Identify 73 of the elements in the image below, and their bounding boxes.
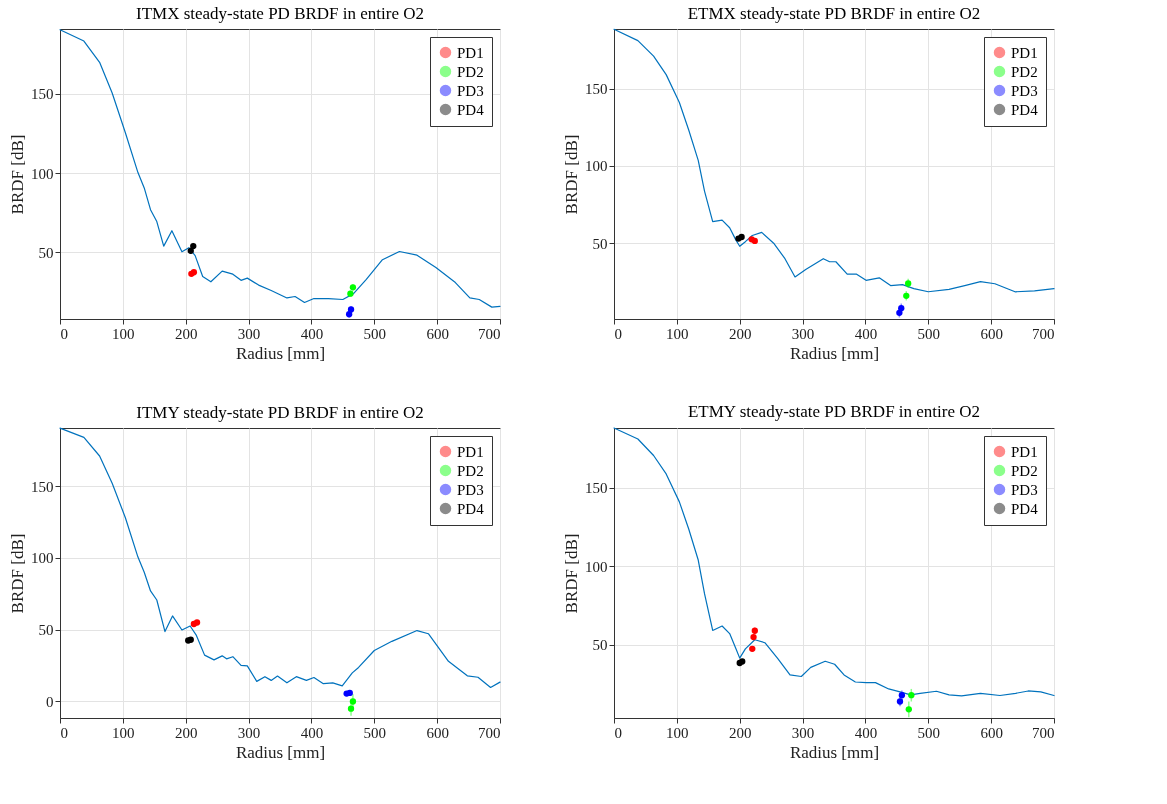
x-tick-label: 700 (478, 325, 501, 342)
legend-label: PD2 (457, 63, 484, 80)
y-tick-label: 100 (31, 550, 54, 567)
x-tick-label: 200 (728, 724, 752, 741)
x-tick-label: 100 (112, 325, 135, 342)
y-tick-label: 150 (585, 81, 608, 98)
legend-label: PD3 (1011, 82, 1038, 99)
x-tick-label: 300 (791, 724, 815, 741)
x-tick-label: 200 (174, 724, 198, 741)
x-axis-title: Radius [mm] (789, 742, 880, 762)
y-tick-label: 50 (592, 235, 608, 252)
x-tick-label: 700 (1032, 724, 1055, 741)
x-tick-label: 400 (854, 724, 878, 741)
legend-label: PD3 (457, 82, 484, 99)
x-tick-label: 100 (112, 724, 135, 741)
y-tick-label: 50 (38, 622, 54, 639)
legend-label: PD1 (457, 443, 484, 460)
y-axis-title: BRDF [dB] (8, 134, 27, 215)
chart-title: ITMX steady-state PD BRDF in entire O2 (135, 4, 425, 23)
x-tick-label: 400 (300, 325, 324, 342)
x-tick-label: 400 (854, 325, 878, 342)
x-axis-title: Radius [mm] (235, 742, 326, 762)
legend-label: PD1 (457, 44, 484, 61)
x-tick-label: 500 (917, 724, 941, 741)
y-tick-label: 50 (38, 244, 54, 261)
x-tick-label: 0 (60, 724, 68, 741)
legend-label: PD2 (1011, 63, 1038, 80)
y-tick-label: 150 (31, 478, 54, 495)
legend-label: PD4 (1011, 500, 1039, 517)
x-tick-label: 0 (614, 724, 622, 741)
x-tick-label: 0 (614, 325, 622, 342)
x-axis-title: Radius [mm] (235, 343, 326, 363)
x-tick-label: 700 (478, 724, 501, 741)
x-tick-label: 200 (728, 325, 752, 342)
legend-label: PD1 (1011, 443, 1038, 460)
chart-title: ETMX steady-state PD BRDF in entire O2 (687, 3, 981, 23)
y-tick-label: 0 (46, 693, 54, 710)
chart-title: ITMY steady-state PD BRDF in entire O2 (136, 402, 424, 422)
x-tick-label: 600 (980, 325, 1003, 342)
y-tick-label: 100 (585, 558, 608, 575)
y-tick-label: 50 (592, 637, 608, 654)
x-tick-label: 500 (917, 325, 941, 342)
y-tick-label: 150 (31, 86, 54, 103)
legend-label: PD4 (457, 500, 485, 517)
y-axis-title: BRDF [dB] (562, 533, 581, 614)
legend-label: PD2 (1011, 462, 1038, 479)
x-tick-label: 300 (237, 325, 261, 342)
y-tick-label: 100 (31, 165, 54, 182)
chart-title: ETMY steady-state PD BRDF in entire O2 (687, 402, 981, 422)
x-axis-title: Radius [mm] (789, 343, 880, 363)
x-tick-label: 600 (980, 724, 1003, 741)
x-tick-label: 700 (1032, 325, 1055, 342)
x-tick-label: 300 (791, 325, 815, 342)
y-axis-title: BRDF [dB] (562, 134, 581, 215)
legend-label: PD4 (1011, 101, 1039, 118)
x-tick-label: 300 (237, 724, 261, 741)
x-tick-label: 600 (426, 325, 449, 342)
x-tick-label: 200 (174, 325, 198, 342)
x-tick-label: 0 (60, 325, 68, 342)
x-tick-label: 600 (426, 724, 449, 741)
legend-label: PD1 (1011, 44, 1038, 61)
y-tick-label: 150 (585, 480, 608, 497)
legend-label: PD3 (1011, 481, 1038, 498)
x-tick-label: 100 (666, 325, 689, 342)
y-axis-title: BRDF [dB] (8, 533, 27, 614)
legend-label: PD4 (457, 101, 485, 118)
x-tick-label: 400 (300, 724, 324, 741)
y-tick-label: 100 (585, 158, 608, 175)
x-tick-label: 100 (666, 724, 689, 741)
x-tick-label: 500 (363, 325, 387, 342)
legend-label: PD3 (457, 481, 484, 498)
x-tick-label: 500 (363, 724, 387, 741)
legend-label: PD2 (457, 462, 484, 479)
